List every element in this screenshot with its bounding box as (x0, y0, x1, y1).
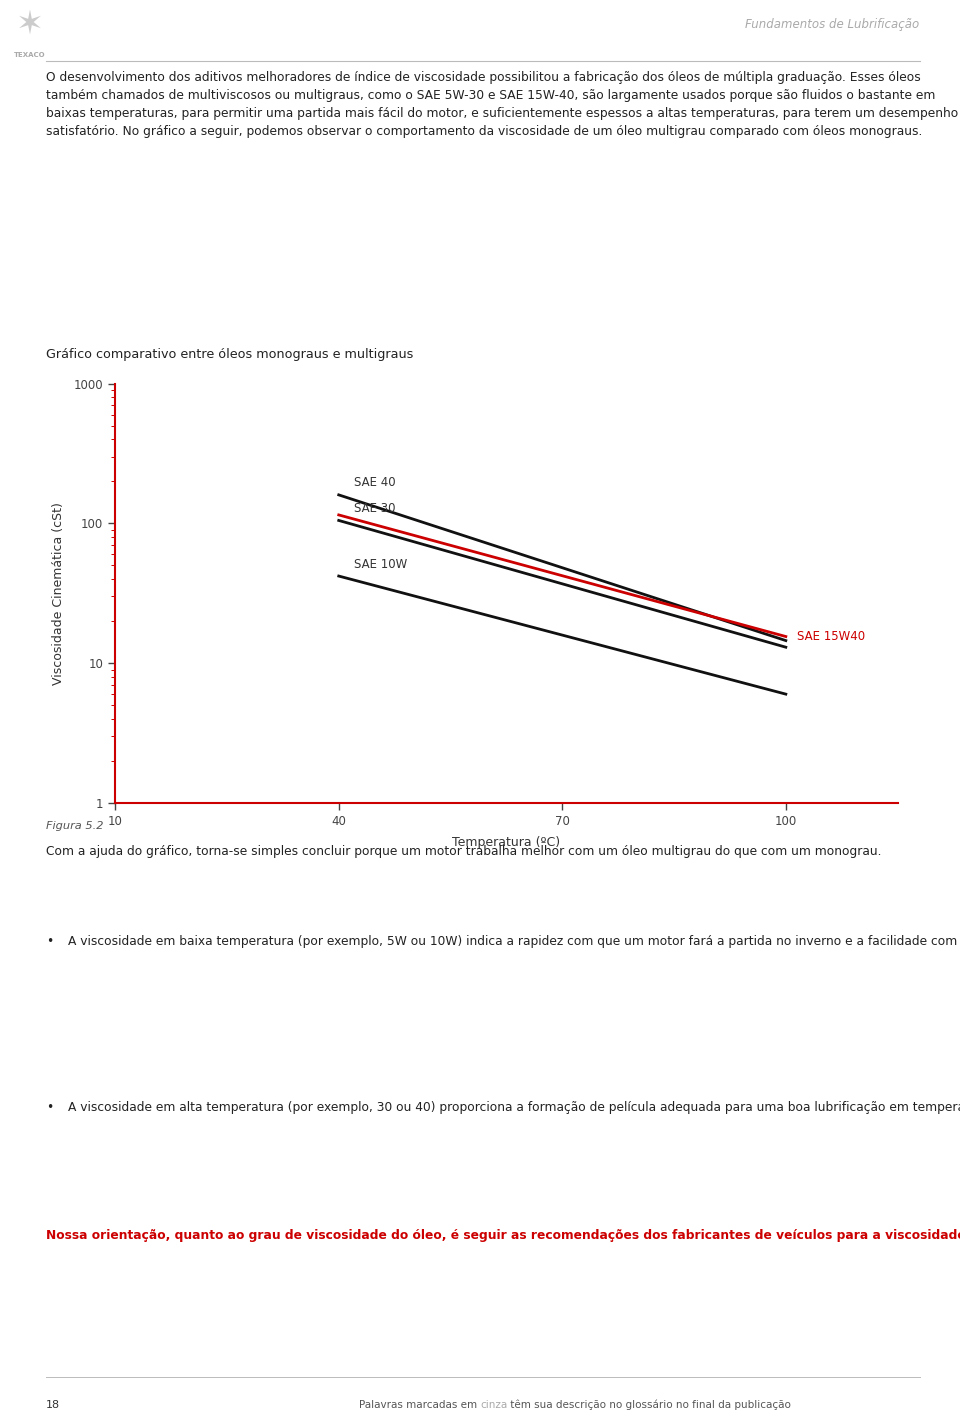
Text: ✶: ✶ (15, 9, 43, 41)
Text: Com a ajuda do gráfico, torna-se simples concluir porque um motor trabalha melho: Com a ajuda do gráfico, torna-se simples… (46, 845, 881, 858)
Text: •: • (46, 1101, 54, 1114)
Text: SAE 30: SAE 30 (353, 502, 396, 514)
Text: •: • (46, 935, 54, 948)
Text: Palavras marcadas em: Palavras marcadas em (359, 1400, 480, 1410)
Text: 18: 18 (46, 1400, 60, 1410)
Text: têm sua descrição no glossário no final da publicação: têm sua descrição no glossário no final … (507, 1400, 791, 1410)
Text: Nossa orientação, quanto ao grau de viscosidade do óleo, é seguir as recomendaçõ: Nossa orientação, quanto ao grau de visc… (46, 1229, 960, 1242)
Y-axis label: Viscosidade Cinemática (cSt): Viscosidade Cinemática (cSt) (53, 502, 65, 685)
Text: SAE 15W40: SAE 15W40 (797, 630, 865, 644)
Text: SAE 10W: SAE 10W (353, 557, 407, 570)
Text: Fundamentos de Lubrificação: Fundamentos de Lubrificação (745, 18, 920, 31)
Text: Figura 5.2: Figura 5.2 (46, 820, 104, 831)
Text: SAE 40: SAE 40 (353, 476, 396, 489)
Text: A viscosidade em alta temperatura (por exemplo, 30 ou 40) proporciona a formação: A viscosidade em alta temperatura (por e… (68, 1101, 960, 1114)
Text: cinza: cinza (480, 1400, 507, 1410)
Text: O desenvolvimento dos aditivos melhoradores de índice de viscosidade possibilito: O desenvolvimento dos aditivos melhorado… (46, 71, 958, 138)
Text: TEXACO: TEXACO (13, 51, 45, 58)
Text: Gráfico comparativo entre óleos monograus e multigraus: Gráfico comparativo entre óleos monograu… (46, 348, 414, 361)
X-axis label: Temperatura (ºC): Temperatura (ºC) (452, 836, 561, 848)
Text: A viscosidade em baixa temperatura (por exemplo, 5W ou 10W) indica a rapidez com: A viscosidade em baixa temperatura (por … (68, 935, 960, 948)
